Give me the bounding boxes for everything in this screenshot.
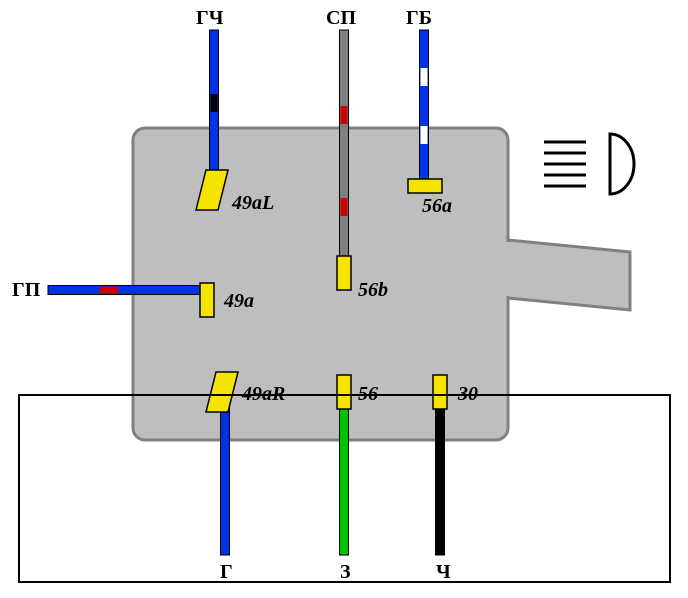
switch-body <box>133 128 508 440</box>
pin-49a-label: 49a <box>223 290 254 312</box>
wire-z-label: З <box>340 561 351 583</box>
pin-56a-label: 56a <box>422 195 452 217</box>
wire-sp-label: СП <box>326 7 356 29</box>
pin-49aL-label: 49aL <box>231 192 274 214</box>
wire-gch-label: ГЧ <box>196 7 224 29</box>
wire-g-label: Г <box>220 561 233 583</box>
wire-gb-label: ГБ <box>406 7 432 29</box>
lever-stalk <box>508 240 630 310</box>
wiring-diagram: ГЧСПГБГПГЗЧ49aL56a49a56b49aR5630 <box>0 0 688 598</box>
wire-gp-label: ГП <box>12 279 41 301</box>
pin-56b-label: 56b <box>358 279 388 301</box>
wire-ch-label: Ч <box>436 561 451 583</box>
